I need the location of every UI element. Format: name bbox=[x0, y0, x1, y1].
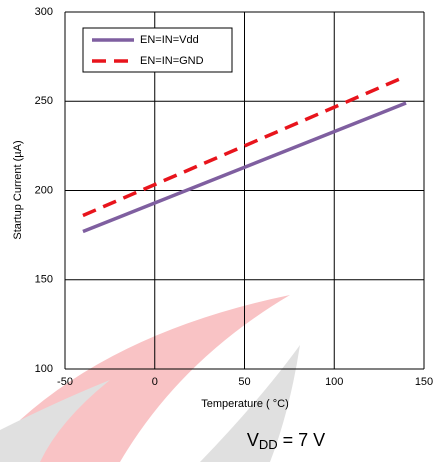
x-tick-label: 100 bbox=[325, 376, 343, 388]
annotation-sub: DD bbox=[259, 437, 278, 452]
x-tick-label: -50 bbox=[57, 376, 73, 388]
series-line bbox=[82, 101, 407, 234]
annotation-rest: = 7 V bbox=[278, 430, 326, 450]
watermark-shape bbox=[0, 380, 110, 462]
y-axis-label: Startup Current (µA) bbox=[12, 140, 24, 239]
watermark bbox=[0, 295, 300, 462]
x-tick-label: 150 bbox=[415, 376, 433, 388]
watermark-shape bbox=[20, 295, 290, 462]
y-tick-label: 300 bbox=[35, 6, 53, 18]
y-tick-label: 150 bbox=[35, 274, 53, 286]
x-tick-label: 50 bbox=[238, 376, 250, 388]
series-line bbox=[82, 74, 407, 218]
y-tick-label: 250 bbox=[35, 95, 53, 107]
y-tick-label: 200 bbox=[35, 184, 53, 196]
annotation: VDD = 7 V bbox=[247, 430, 325, 453]
x-axis-label: Temperature ( °C) bbox=[201, 398, 289, 410]
annotation-base: V bbox=[247, 430, 259, 450]
watermark-shape bbox=[200, 345, 300, 462]
legend-box bbox=[82, 27, 233, 73]
y-tick-label: 100 bbox=[35, 363, 53, 375]
legend-label: EN=IN=Vdd bbox=[140, 34, 199, 46]
x-tick-label: 0 bbox=[152, 376, 158, 388]
legend-label: EN=IN=GND bbox=[140, 55, 204, 67]
